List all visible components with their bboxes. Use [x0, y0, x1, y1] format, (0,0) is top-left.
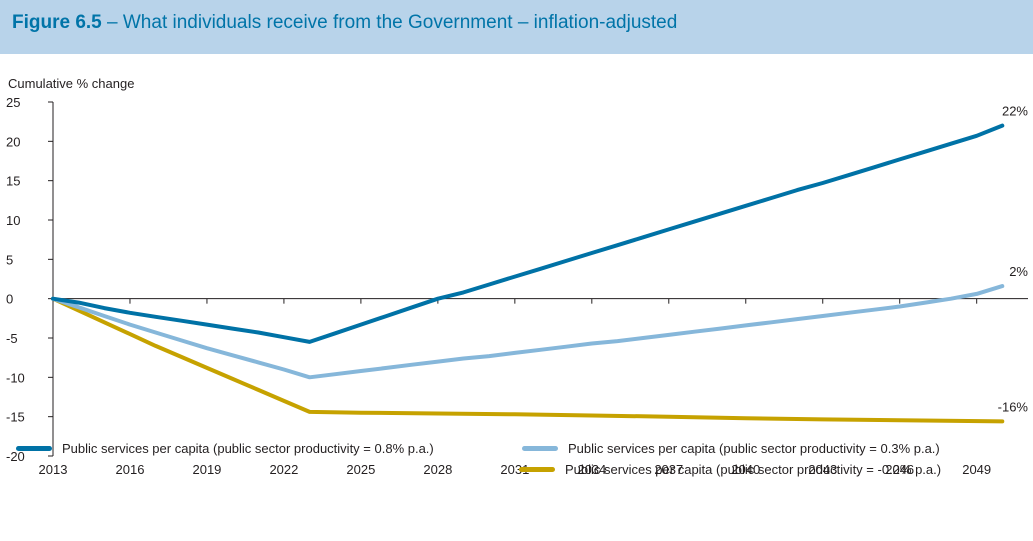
x-axis: 2013 2016 2019 2022 2025 2028 2031 2034 2037 2040…: [39, 298, 1028, 477]
legend-item-0p8: Public services per capita (public secto…: [16, 441, 434, 456]
figure-label: Figure 6.5: [12, 12, 102, 33]
y-axis-label: Cumulative % change: [8, 76, 134, 91]
series-line-0p3: [51, 284, 1005, 380]
x-tick-label: 2022: [269, 462, 298, 477]
legend-label-0p3: Public services per capita (public secto…: [568, 441, 940, 456]
x-tick-label: 2034: [577, 462, 606, 477]
legend-item-neg0p2: Public services per capita (public secto…: [519, 462, 941, 477]
y-tick-label: 0: [6, 292, 13, 307]
y-tick-label: -5: [6, 331, 18, 346]
series-line-0p8: [51, 123, 1005, 344]
y-tick-label: 25: [6, 95, 20, 110]
x-tick-label: 2028: [423, 462, 452, 477]
x-tick-label: 2013: [39, 462, 68, 477]
legend-label-0p8: Public services per capita (public secto…: [62, 441, 434, 456]
legend-label-neg0p2: Public services per capita (public secto…: [565, 462, 942, 477]
y-tick-label: 15: [6, 174, 20, 189]
y-tick-label: -15: [6, 410, 25, 425]
x-tick-label: 2040: [731, 462, 760, 477]
series-line-neg0p2: [51, 296, 1005, 424]
end-labels: 22% 2% -16%: [998, 104, 1029, 415]
end-value-label: 2%: [1009, 264, 1028, 279]
legend-swatch-0p8: [16, 446, 52, 451]
series-lines: [51, 123, 1005, 424]
y-tick-label: 10: [6, 213, 20, 228]
x-tick-label: 2019: [192, 462, 221, 477]
legend-item-0p3: Public services per capita (public secto…: [522, 441, 940, 456]
legend-swatch-0p3: [522, 446, 558, 451]
x-tick-label: 2031: [500, 462, 529, 477]
end-value-label: -16%: [998, 399, 1029, 414]
x-tick-label: 2037: [654, 462, 683, 477]
x-tick-label: 2049: [962, 462, 991, 477]
end-value-label: 22%: [1002, 104, 1028, 119]
figure-title: Figure 6.5 – What individuals receive fr…: [0, 0, 1033, 54]
x-tick-label: 2043: [808, 462, 837, 477]
line-chart: Cumulative % change 25 20 15 10 5 0 -5 -10 -15 -2…: [6, 76, 1029, 477]
x-tick-label: 2025: [346, 462, 375, 477]
y-tick-label: 5: [6, 252, 13, 267]
y-tick-label: -20: [6, 449, 25, 464]
y-tick-label: 20: [6, 134, 20, 149]
figure-title-text: – What individuals receive from the Gove…: [101, 12, 678, 33]
x-tick-label: 2046: [885, 462, 914, 477]
y-axis: 25 20 15 10 5 0 -5 -10 -15 -20: [6, 95, 54, 464]
legend-swatch-neg0p2: [519, 467, 555, 472]
y-tick-label: -10: [6, 370, 25, 385]
x-tick-label: 2016: [116, 462, 145, 477]
